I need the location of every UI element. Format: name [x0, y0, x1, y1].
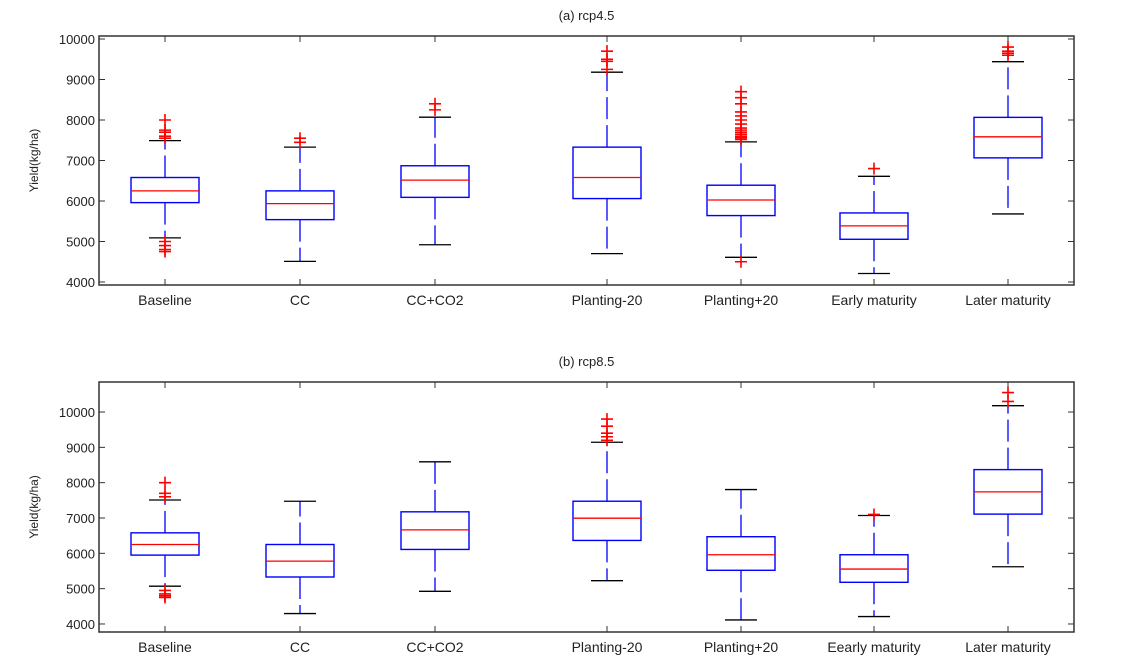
- outlier-marker: [868, 508, 880, 521]
- x-tick-label: CC+CO2: [406, 292, 463, 308]
- outlier-marker: [868, 162, 880, 175]
- box-0: [130, 113, 200, 258]
- y-tick-label: 10000: [59, 405, 95, 420]
- outlier-marker: [735, 85, 747, 98]
- outlier-marker: [159, 487, 171, 500]
- iqr-box: [572, 146, 642, 200]
- y-tick-label: 8000: [66, 476, 95, 491]
- x-tick-label: Planting+20: [704, 639, 779, 655]
- box-2: [400, 97, 470, 246]
- y-tick-label: 10000: [59, 32, 95, 47]
- y-tick-label: 4000: [66, 275, 95, 290]
- outlier-marker: [159, 476, 171, 489]
- y-axis-label: Yield(kg/ha): [27, 129, 41, 193]
- y-axis-label: Yield(kg/ha): [27, 475, 41, 539]
- y-tick-label: 5000: [66, 235, 95, 250]
- box-4: [706, 488, 776, 621]
- iqr-box: [706, 536, 776, 571]
- box-6: [973, 41, 1043, 215]
- x-tick-label: Baseline: [138, 639, 192, 655]
- box-4: [706, 85, 776, 268]
- outlier-marker: [735, 255, 747, 268]
- y-tick-label: 6000: [66, 194, 95, 209]
- outlier-marker: [1002, 386, 1014, 399]
- outlier-marker: [159, 113, 171, 126]
- axes-frame: [98, 35, 1075, 286]
- box-2: [400, 461, 470, 592]
- y-tick-label: 7000: [66, 511, 95, 526]
- iqr-box: [400, 511, 470, 551]
- box-5: [839, 162, 909, 275]
- outlier-marker: [159, 245, 171, 258]
- box-6: [973, 386, 1043, 568]
- iqr-box: [973, 116, 1043, 159]
- chart-title: (b) rcp8.5: [559, 354, 615, 369]
- x-tick-label: CC: [290, 292, 310, 308]
- iqr-box: [265, 190, 335, 221]
- outlier-marker: [159, 124, 171, 137]
- panel-a: (a) rcp4.5 Yield(kg/ha) 4000 5000 6000 7000 80…: [27, 8, 1075, 308]
- outlier-marker: [1002, 41, 1014, 54]
- x-tick-label: Planting-20: [572, 639, 643, 655]
- x-tick-label: CC+CO2: [406, 639, 463, 655]
- x-tick-label: Later maturity: [965, 639, 1051, 655]
- outlier-marker: [294, 132, 306, 145]
- y-tick-label: 9000: [66, 440, 95, 455]
- x-tick-label: CC: [290, 639, 310, 655]
- x-tick-label: Planting-20: [572, 292, 643, 308]
- x-tick-label: Later maturity: [965, 292, 1051, 308]
- outlier-marker: [429, 97, 441, 110]
- x-tick-label: Planting+20: [704, 292, 779, 308]
- y-tick-label: 7000: [66, 154, 95, 169]
- y-tick-label: 4000: [66, 617, 95, 632]
- x-tick-label: Eearly maturity: [827, 639, 920, 655]
- outlier-marker: [601, 413, 613, 426]
- y-tick-label: 5000: [66, 582, 95, 597]
- x-tick-label: Early maturity: [831, 292, 917, 308]
- outlier-marker: [601, 45, 613, 58]
- box-3: [572, 45, 642, 255]
- box-5: [839, 508, 909, 618]
- chart-title: (a) rcp4.5: [559, 8, 615, 23]
- box-1: [265, 132, 335, 262]
- y-tick-label: 8000: [66, 113, 95, 128]
- x-tick-label: Baseline: [138, 292, 192, 308]
- box-3: [572, 413, 642, 582]
- y-tick-label: 6000: [66, 546, 95, 561]
- panel-b: (b) rcp8.5 Yield(kg/ha) 4000 5000 6000 7000 80…: [27, 354, 1075, 655]
- box-0: [130, 476, 200, 604]
- iqr-box: [572, 500, 642, 542]
- box-1: [265, 500, 335, 615]
- outlier-marker: [159, 591, 171, 604]
- iqr-box: [400, 165, 470, 199]
- y-tick-label: 9000: [66, 72, 95, 87]
- iqr-box: [130, 176, 200, 204]
- axes-frame: [98, 381, 1075, 633]
